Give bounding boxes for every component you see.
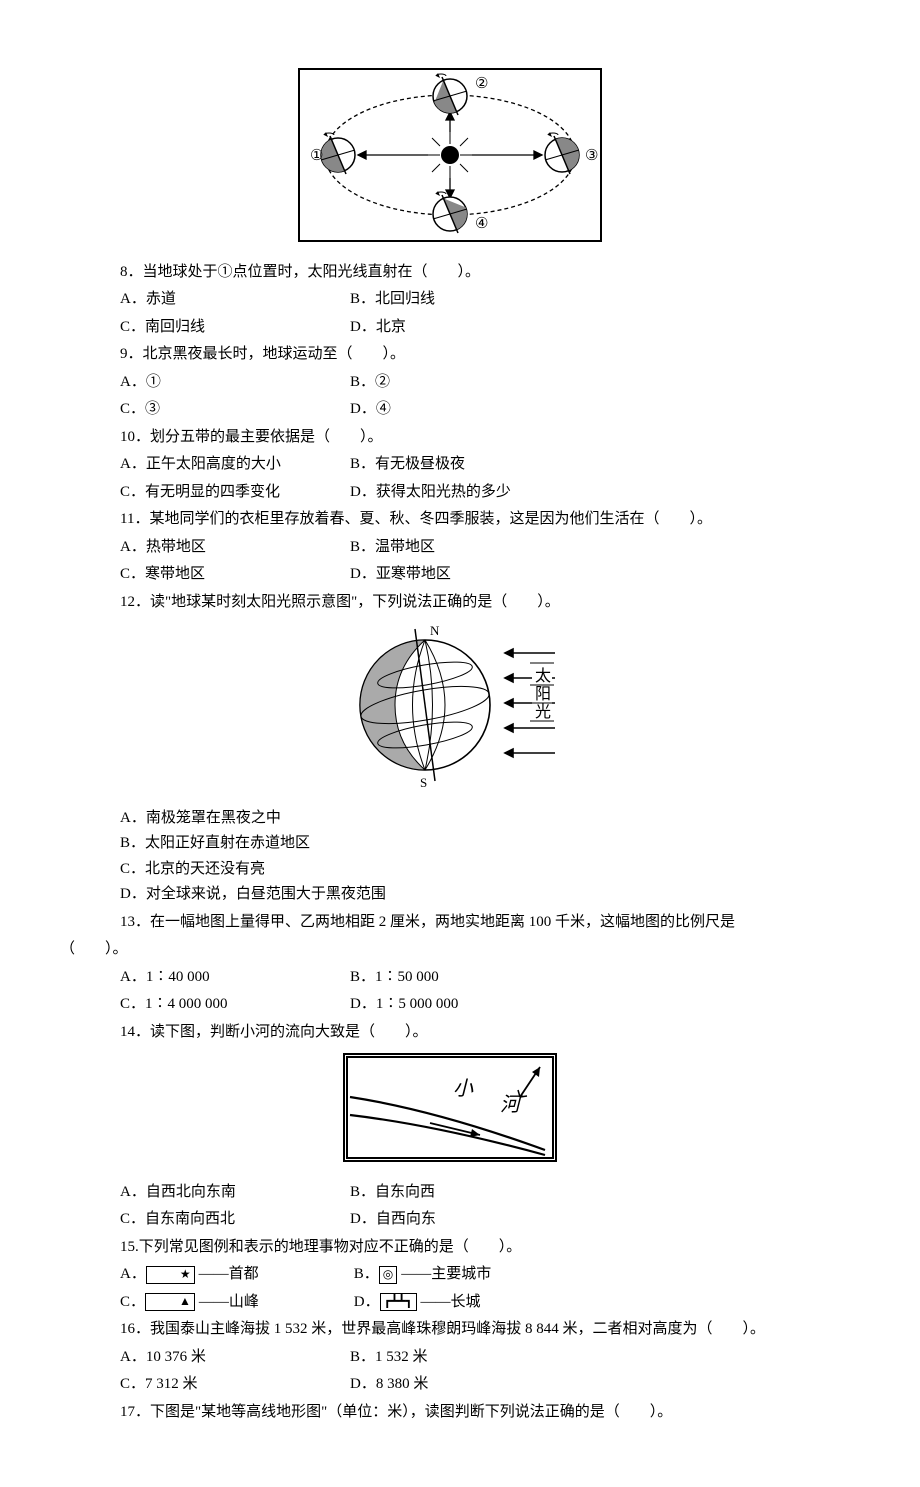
q14-text: 14．读下图，判断小河的流向大致是（ ）。	[90, 1020, 810, 1046]
q13-opt-d: D．1∶5 000 000	[350, 992, 458, 1018]
q13-opt-b: B．1∶50 000	[350, 965, 439, 991]
q12-opt-b: B．太阳正好直射在赤道地区	[90, 831, 810, 857]
q14-opt-d: D．自西向东	[350, 1207, 436, 1233]
q16-opt-d: D．8 380 米	[350, 1372, 428, 1398]
q12-opt-c: C．北京的天还没有亮	[90, 857, 810, 883]
q9-opt-a: A．①	[90, 370, 350, 396]
q9-text: 9．北京黑夜最长时，地球运动至（ ）。	[90, 342, 810, 368]
orbit-label-2: ②	[475, 76, 488, 92]
q10-opt-b: B．有无极昼极夜	[350, 452, 465, 478]
q8-text: 8．当地球处于①点位置时，太阳光线直射在（ ）。	[90, 260, 810, 286]
q13-text: 13．在一幅地图上量得甲、乙两地相距 2 厘米，两地实地距离 100 千米，这幅…	[90, 910, 810, 936]
orbit-figure: ① ② ③ ④	[90, 68, 810, 252]
city-icon: ◎	[379, 1266, 397, 1284]
north-label: N	[430, 623, 440, 638]
q16-opt-a: A．10 376 米	[90, 1345, 350, 1371]
q14-opt-b: B．自东向西	[350, 1180, 435, 1206]
q10-opt-d: D．获得太阳光热的多少	[350, 480, 511, 506]
sun-char-3: 光	[535, 703, 551, 721]
q11-opt-a: A．热带地区	[90, 535, 350, 561]
q11-opt-c: C．寒带地区	[90, 562, 350, 588]
q8-opt-a: A．赤道	[90, 287, 350, 313]
q12-opt-d: D．对全球来说，白昼范围大于黑夜范围	[90, 882, 810, 908]
river-figure: 小 河	[90, 1053, 810, 1172]
q11-opt-b: B．温带地区	[350, 535, 435, 561]
orbit-label-4: ④	[475, 216, 488, 232]
q16-text: 16．我国泰山主峰海拔 1 532 米，世界最高峰珠穆朗玛峰海拔 8 844 米…	[90, 1317, 810, 1343]
q15-text: 15.下列常见图例和表示的地理事物对应不正确的是（ ）。	[90, 1235, 810, 1261]
q15-opt-b: B．◎——主要城市	[354, 1262, 492, 1288]
q15-opt-d: D．┏┻┻┓——长城	[354, 1290, 481, 1316]
q13-opt-a: A．1∶40 000	[90, 965, 350, 991]
q17-text: 17．下图是"某地等高线地形图"（单位：米），读图判断下列说法正确的是（ ）。	[90, 1400, 810, 1426]
q16-opt-c: C．7 312 米	[90, 1372, 350, 1398]
orbit-label-3: ③	[585, 148, 598, 164]
q13-opt-c: C．1∶4 000 000	[90, 992, 350, 1018]
peak-icon: ▲	[145, 1293, 195, 1311]
q12-opt-a: A．南极笼罩在黑夜之中	[90, 806, 810, 832]
river-char-1: 小	[453, 1078, 474, 1100]
q8-opt-d: D．北京	[350, 315, 406, 341]
q8-opt-b: B．北回归线	[350, 287, 435, 313]
q13-tail: （ ）。	[60, 937, 810, 963]
q11-text: 11．某地同学们的衣柜里存放着春、夏、秋、冬四季服装，这是因为他们生活在（ ）。	[90, 507, 810, 533]
q14-opt-a: A．自西北向东南	[90, 1180, 350, 1206]
q16-opt-b: B．1 532 米	[350, 1345, 428, 1371]
orbit-label-1: ①	[310, 148, 323, 164]
q10-text: 10．划分五带的最主要依据是（ ）。	[90, 425, 810, 451]
sun-char-1: 太	[535, 667, 551, 685]
q15-opt-a: A．★——首都	[90, 1262, 350, 1288]
great-wall-icon: ┏┻┻┓	[380, 1293, 417, 1311]
q14-opt-c: C．自东南向西北	[90, 1207, 350, 1233]
q15-opt-c: C．▲——山峰	[90, 1290, 350, 1316]
q10-opt-c: C．有无明显的四季变化	[90, 480, 350, 506]
sun-char-2: 阳	[535, 685, 551, 703]
q9-opt-d: D．④	[350, 397, 391, 423]
south-label: S	[420, 775, 427, 788]
q9-opt-b: B．②	[350, 370, 390, 396]
capital-icon: ★	[146, 1266, 195, 1284]
q11-opt-d: D．亚寒带地区	[350, 562, 451, 588]
q9-opt-c: C．③	[90, 397, 350, 423]
q12-text: 12．读"地球某时刻太阳光照示意图"，下列说法正确的是（ ）。	[90, 590, 810, 616]
q8-opt-c: C．南回归线	[90, 315, 350, 341]
sunlight-figure: N S 太 阳 光	[90, 623, 810, 798]
q10-opt-a: A．正午太阳高度的大小	[90, 452, 350, 478]
